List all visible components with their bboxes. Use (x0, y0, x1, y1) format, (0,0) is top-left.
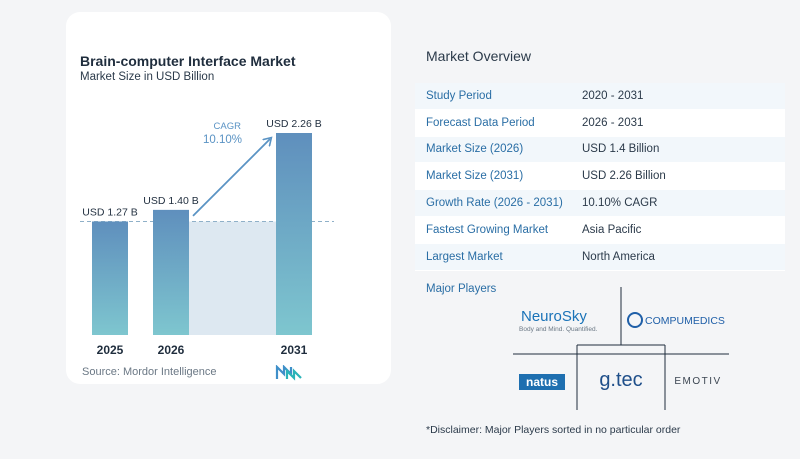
natus-logo: natus (526, 375, 558, 389)
overview-table: Study Period 2020 - 2031 Forecast Data Per… (415, 83, 785, 271)
bar-chart: USD 1.27 B 2025 USD 1.40 B 2026 USD 2.26 B 20… (80, 118, 334, 357)
data-label-2025: USD 1.27 B (82, 206, 137, 218)
overview-row-value: USD 1.4 Billion (582, 143, 660, 156)
source-note: Source: Mordor Intelligence (82, 366, 217, 378)
data-label-2026: USD 1.40 B (143, 195, 198, 207)
overview-row-label: Largest Market (426, 250, 503, 263)
reference-band (189, 221, 276, 335)
compumedics-logo-mark (627, 312, 643, 328)
overview-row-label: Study Period (426, 89, 492, 102)
overview-row: Growth Rate (2026 - 2031) 10.10% CAGR (415, 190, 785, 217)
overview-row: Market Size (2031) USD 2.26 Billion (415, 163, 785, 191)
overview-row-value: North America (582, 250, 655, 263)
overview-row-value: 10.10% CAGR (582, 197, 658, 210)
market-overview: Market Overview Study Period 2020 - 2031 F… (415, 0, 800, 459)
overview-row-label: Growth Rate (2026 - 2031) (426, 197, 563, 210)
overview-row-value: USD 2.26 Billion (582, 170, 666, 183)
tick-label-2026: 2026 (158, 343, 185, 357)
major-players-title: Major Players (426, 283, 497, 295)
tick-label-2025: 2025 (97, 343, 124, 357)
chart-subtitle: Market Size in USD Billion (80, 71, 215, 83)
overview-row: Market Size (2026) USD 1.4 Billion (415, 136, 785, 164)
bar-2031 (276, 133, 312, 335)
cagr-arrow (192, 139, 270, 217)
overview-row: Study Period 2020 - 2031 (415, 83, 785, 110)
emotiv-logo: EMOTIV (674, 376, 721, 387)
natus-logo-box (519, 374, 565, 390)
bar-2025 (92, 221, 128, 335)
overview-title: Market Overview (426, 48, 532, 64)
data-label-2031: USD 2.26 B (266, 118, 321, 130)
neurosky-logo: NeuroSky (521, 308, 587, 325)
cagr-value: 10.10% (203, 134, 242, 146)
chart-title: Brain-computer Interface Market (80, 53, 296, 69)
overview-row-value: 2020 - 2031 (582, 89, 644, 102)
overview-row-label: Forecast Data Period (426, 116, 535, 129)
overview-row: Forecast Data Period 2026 - 2031 (415, 109, 785, 137)
overview-row-label: Market Size (2031) (426, 170, 524, 183)
overview-row: Fastest Growing Market Asia Pacific (415, 216, 785, 244)
bar-2026 (153, 209, 189, 335)
chart-card: Brain-computer Interface Market Market S… (66, 12, 391, 384)
tick-label-2031: 2031 (281, 343, 308, 357)
major-players-grid: NeuroSky Body and Mind. Quantified. COMP… (513, 287, 729, 410)
overview-row-value: 2026 - 2031 (582, 116, 644, 129)
disclaimer: *Disclaimer: Major Players sorted in no … (426, 424, 681, 436)
overview-row-value: Asia Pacific (582, 223, 642, 236)
mordor-intelligence-logo (275, 365, 302, 381)
compumedics-logo: COMPUMEDICS (645, 315, 725, 327)
overview-row-label: Fastest Growing Market (426, 223, 549, 236)
overview-row-label: Market Size (2026) (426, 143, 524, 156)
cagr-label: CAGR (214, 121, 242, 132)
gtec-logo: g.tec (599, 369, 642, 391)
neurosky-tagline: Body and Mind. Quantified. (519, 326, 598, 333)
overview-row: Largest Market North America (415, 243, 785, 271)
